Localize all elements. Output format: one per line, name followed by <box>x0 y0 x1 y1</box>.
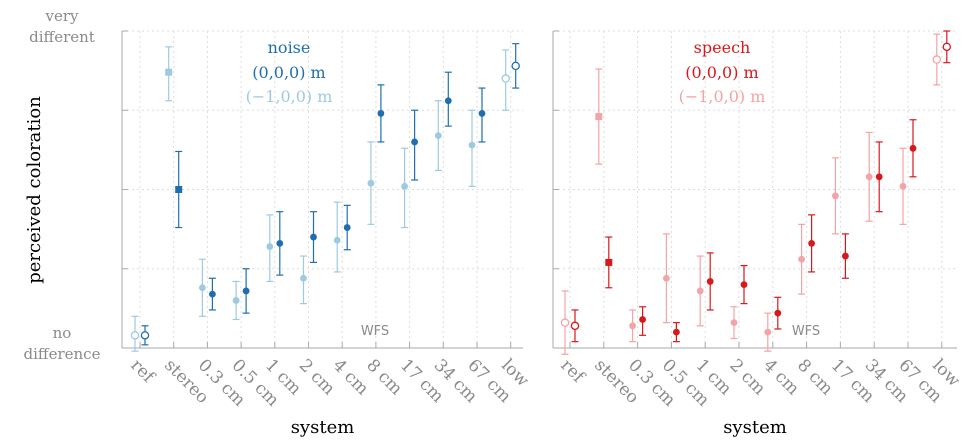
data-point <box>333 236 341 244</box>
data-point <box>276 239 284 247</box>
y-axis-title: perceived coloration <box>24 96 45 284</box>
data-point <box>434 132 442 140</box>
axes <box>552 30 957 349</box>
data-point <box>808 239 815 247</box>
legend-entry: (−1,0,0) m <box>246 87 333 106</box>
y-tick-bottom-line2: difference <box>24 345 101 363</box>
data-point <box>605 258 613 266</box>
data-point <box>175 186 183 193</box>
legend-title: noise <box>268 38 311 57</box>
x-axis-title: system <box>291 417 355 438</box>
data-point <box>343 224 351 231</box>
x-tick-label: 2 cm <box>295 355 339 399</box>
y-tick-top-line2: different <box>29 28 95 46</box>
x-tick-label: 4 cm <box>329 355 373 399</box>
series-origin <box>140 43 520 346</box>
data-point <box>310 233 317 241</box>
data-point <box>730 319 738 327</box>
x-tick-label: 8 cm <box>793 355 837 399</box>
data-point <box>501 74 510 83</box>
x-tick-label: 8 cm <box>362 355 406 399</box>
data-point <box>232 297 240 304</box>
x-tick-label: 2 cm <box>725 355 769 399</box>
data-point <box>798 255 805 263</box>
legend: noise (0,0,0) m (−1,0,0) m <box>246 38 333 106</box>
data-point <box>932 55 942 64</box>
data-point <box>266 243 274 250</box>
legend-entry: (−1,0,0) m <box>679 87 766 106</box>
data-point <box>842 252 849 260</box>
data-point <box>673 328 680 336</box>
data-point <box>942 42 952 52</box>
data-point <box>209 290 216 298</box>
y-tick-bottom-line1: no <box>53 324 72 342</box>
data-point <box>764 328 772 336</box>
data-point <box>165 68 173 76</box>
legend-title: speech <box>694 38 751 57</box>
data-point <box>377 110 385 117</box>
data-point <box>468 141 476 149</box>
data-point <box>629 322 636 330</box>
y-axis-labels: very different no difference perceived c… <box>24 7 101 363</box>
x-axis-title: system <box>723 417 787 438</box>
data-point <box>865 173 873 181</box>
data-point <box>899 182 907 190</box>
series-origin <box>570 30 952 343</box>
annotation-wfs: WFS <box>361 324 389 339</box>
legend-entry: (0,0,0) m <box>252 63 325 82</box>
data-point <box>696 287 704 295</box>
data-point <box>832 192 839 200</box>
data-point <box>663 274 670 282</box>
annotation-wfs: WFS <box>792 324 820 339</box>
axes <box>121 30 523 349</box>
data-point <box>740 281 748 288</box>
data-point <box>478 110 486 117</box>
data-point <box>401 182 408 190</box>
x-tick-label: 4 cm <box>759 355 803 399</box>
data-point <box>444 97 452 105</box>
legend-entry: (0,0,0) m <box>685 63 758 82</box>
data-point <box>875 173 883 181</box>
legend: speech (0,0,0) m (−1,0,0) m <box>679 38 766 106</box>
series-offset <box>560 33 942 355</box>
data-point <box>706 278 714 285</box>
x-tick-label: ref <box>556 355 589 388</box>
data-point <box>570 321 580 331</box>
data-point <box>639 316 646 323</box>
x-tick-label: ref <box>126 355 159 388</box>
data-point <box>242 287 250 295</box>
data-point <box>140 331 150 340</box>
series-offset <box>130 46 510 352</box>
data-point <box>560 318 570 327</box>
data-point <box>300 274 307 282</box>
data-point <box>367 179 375 187</box>
data-point <box>411 138 418 146</box>
data-point <box>511 61 520 71</box>
y-tick-top-line1: very <box>45 7 80 25</box>
data-point <box>909 144 917 152</box>
data-point <box>774 309 782 317</box>
data-point <box>595 113 603 121</box>
data-point <box>130 331 140 340</box>
data-point <box>199 284 206 292</box>
